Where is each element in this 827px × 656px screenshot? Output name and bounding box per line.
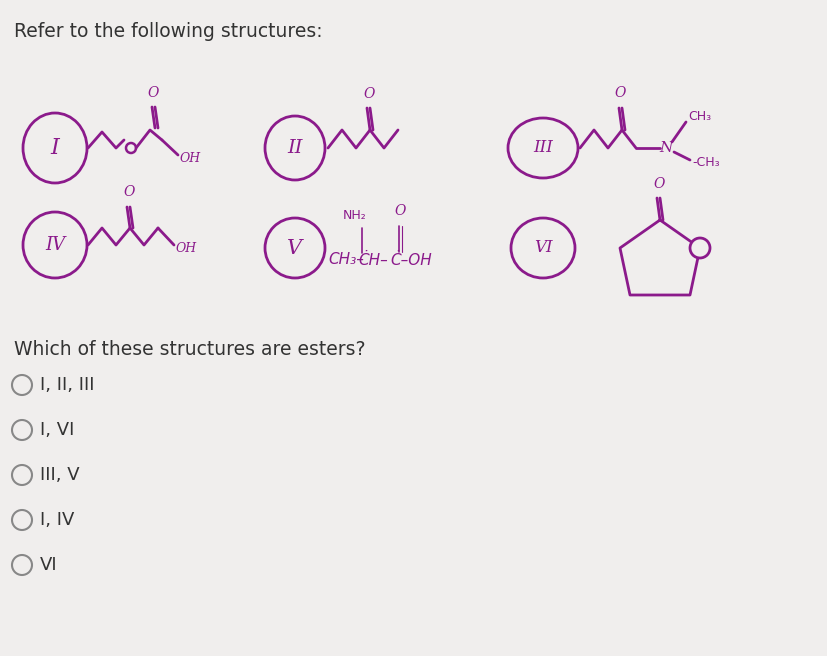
Text: -CH₃: -CH₃	[691, 157, 719, 169]
Text: OH: OH	[176, 241, 197, 255]
Text: V: V	[287, 239, 302, 258]
Text: VI: VI	[40, 556, 58, 574]
Text: N: N	[658, 141, 672, 155]
Text: CH₃: CH₃	[687, 110, 710, 123]
Text: III: III	[533, 140, 552, 157]
Text: O: O	[394, 204, 405, 218]
Text: O: O	[614, 86, 625, 100]
Text: ĊH–: ĊH–	[357, 253, 387, 268]
Text: Ċ–OH: Ċ–OH	[390, 253, 431, 268]
Text: O: O	[363, 87, 375, 101]
Text: O: O	[123, 185, 135, 199]
Text: IV: IV	[45, 236, 65, 254]
Text: I, VI: I, VI	[40, 421, 74, 439]
Text: I, IV: I, IV	[40, 511, 74, 529]
Text: I: I	[50, 137, 60, 159]
Text: CH₃–: CH₃–	[327, 253, 363, 268]
Text: Refer to the following structures:: Refer to the following structures:	[14, 22, 323, 41]
Text: I, II, III: I, II, III	[40, 376, 94, 394]
Circle shape	[689, 238, 709, 258]
Text: VI: VI	[533, 239, 552, 256]
Text: NH₂: NH₂	[342, 209, 366, 222]
Text: O: O	[147, 86, 159, 100]
Text: O: O	[653, 177, 664, 191]
Text: Which of these structures are esters?: Which of these structures are esters?	[14, 340, 365, 359]
Text: III, V: III, V	[40, 466, 79, 484]
Text: OH: OH	[179, 152, 201, 165]
Text: II: II	[287, 139, 303, 157]
